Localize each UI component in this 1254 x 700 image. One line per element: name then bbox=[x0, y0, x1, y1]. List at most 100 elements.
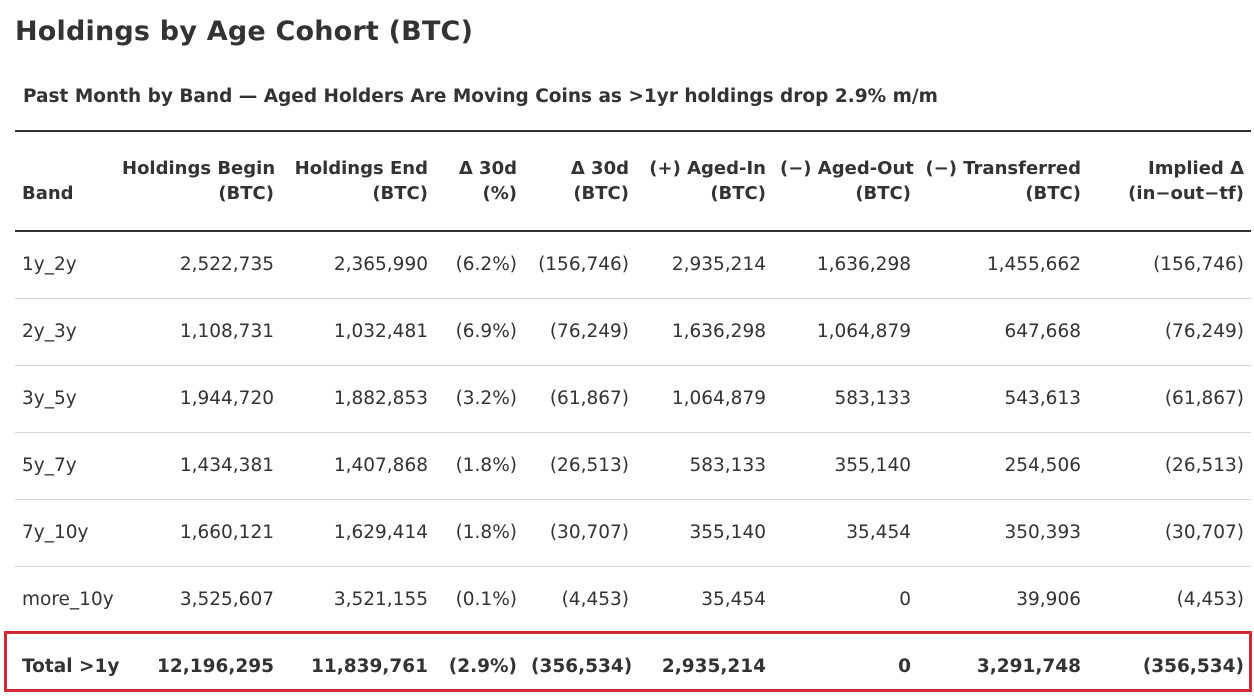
holdings-begin-cell: 3,525,607 bbox=[179, 589, 274, 611]
transferred-cell: 543,613 bbox=[1004, 388, 1081, 409]
table-row: 3y_5y 1,944,720 1,882,853 (3.2%) (61,867… bbox=[15, 365, 1251, 432]
aged-in-cell: 2,935,214 bbox=[671, 254, 766, 276]
table-row: 2y_3y 1,108,731 1,032,481 (6.9%) (76,249… bbox=[15, 298, 1251, 365]
delta-pct-cell: (1.8%) bbox=[455, 455, 517, 476]
column-header-delta-30d-pct: Δ 30d (%) bbox=[435, 131, 524, 231]
band-cell: 3y_5y bbox=[22, 388, 77, 409]
holdings-begin-cell: 1,108,731 bbox=[179, 321, 274, 342]
total-implied-delta-cell: (356,534) bbox=[1142, 656, 1244, 677]
band-cell: more_10y bbox=[22, 589, 114, 611]
delta-pct-cell: (1.8%) bbox=[455, 522, 517, 543]
total-transferred-cell: 3,291,748 bbox=[976, 656, 1081, 677]
total-aged-out-cell: 0 bbox=[898, 656, 911, 677]
delta-pct-cell: (3.2%) bbox=[455, 388, 517, 409]
aged-out-cell: 1,636,298 bbox=[816, 254, 911, 276]
column-header-holdings-end: Holdings End (BTC) bbox=[281, 131, 435, 231]
delta-pct-cell: (6.9%) bbox=[455, 321, 517, 342]
table-row: more_10y 3,525,607 3,521,155 (0.1%) (4,4… bbox=[15, 566, 1251, 633]
total-holdings-end-cell: 11,839,761 bbox=[310, 656, 428, 677]
holdings-begin-cell: 1,434,381 bbox=[179, 455, 274, 476]
delta-btc-cell: (61,867) bbox=[549, 388, 629, 409]
table-subtitle: Past Month by Band — Aged Holders Are Mo… bbox=[23, 86, 938, 107]
delta-btc-cell: (156,746) bbox=[538, 254, 629, 276]
header-line-2: (in−out−tf) bbox=[1128, 183, 1244, 204]
holdings-begin-cell: 1,660,121 bbox=[179, 522, 274, 543]
holdings-begin-cell: 2,522,735 bbox=[179, 254, 274, 276]
header-line-2: (%) bbox=[482, 183, 518, 204]
transferred-cell: 254,506 bbox=[1004, 455, 1081, 476]
column-header-band: Band bbox=[15, 131, 115, 231]
column-header-aged-in: (+) Aged-In (BTC) bbox=[636, 131, 773, 231]
delta-pct-cell: (0.1%) bbox=[455, 589, 517, 611]
header-line-2: (BTC) bbox=[1025, 183, 1081, 204]
delta-btc-cell: (76,249) bbox=[549, 321, 629, 342]
header-line-1: Holdings End bbox=[294, 158, 428, 179]
holdings-begin-cell: 1,944,720 bbox=[179, 388, 274, 409]
total-holdings-begin-cell: 12,196,295 bbox=[156, 656, 274, 677]
aged-out-cell: 0 bbox=[899, 589, 911, 611]
header-line-2: (BTC) bbox=[855, 183, 911, 204]
header-line-1: Δ 30d bbox=[570, 158, 629, 179]
implied-delta-cell: (30,707) bbox=[1164, 522, 1244, 543]
total-band-cell: Total >1y bbox=[22, 656, 120, 677]
table-row: 7y_10y 1,660,121 1,629,414 (1.8%) (30,70… bbox=[15, 499, 1251, 566]
implied-delta-cell: (26,513) bbox=[1164, 455, 1244, 476]
implied-delta-cell: (156,746) bbox=[1153, 254, 1244, 276]
header-line-1: (−) Transferred bbox=[925, 158, 1081, 179]
total-delta-btc-cell: (356,534) bbox=[531, 656, 633, 677]
table-header-row: Band Holdings Begin (BTC) Holdings End (… bbox=[15, 131, 1251, 231]
holdings-end-cell: 1,407,868 bbox=[333, 455, 428, 476]
page-title: Holdings by Age Cohort (BTC) bbox=[15, 16, 474, 47]
delta-btc-cell: (30,707) bbox=[549, 522, 629, 543]
band-cell: 7y_10y bbox=[22, 522, 89, 543]
column-header-transferred: (−) Transferred (BTC) bbox=[918, 131, 1088, 231]
band-cell: 5y_7y bbox=[22, 455, 77, 476]
header-line-1: Δ 30d bbox=[458, 158, 517, 179]
column-header-aged-out: (−) Aged-Out (BTC) bbox=[773, 131, 918, 231]
total-aged-in-cell: 2,935,214 bbox=[661, 656, 766, 677]
delta-btc-cell: (4,453) bbox=[561, 589, 629, 611]
total-delta-pct-cell: (2.9%) bbox=[448, 656, 517, 677]
holdings-end-cell: 1,032,481 bbox=[333, 321, 428, 342]
column-header-holdings-begin: Holdings Begin (BTC) bbox=[115, 131, 281, 231]
header-line-2: (BTC) bbox=[573, 183, 629, 204]
aged-out-cell: 355,140 bbox=[834, 455, 911, 476]
holdings-end-cell: 2,365,990 bbox=[333, 254, 428, 276]
implied-delta-cell: (61,867) bbox=[1164, 388, 1244, 409]
aged-in-cell: 355,140 bbox=[689, 522, 766, 543]
table-row: 5y_7y 1,434,381 1,407,868 (1.8%) (26,513… bbox=[15, 432, 1251, 499]
holdings-end-cell: 1,882,853 bbox=[333, 388, 428, 409]
holdings-table: Band Holdings Begin (BTC) Holdings End (… bbox=[15, 130, 1251, 700]
header-line-2: (BTC) bbox=[710, 183, 766, 204]
header-line-1: (−) Aged-Out bbox=[780, 158, 914, 179]
aged-in-cell: 1,636,298 bbox=[671, 321, 766, 342]
header-line-2: (BTC) bbox=[372, 183, 428, 204]
column-header-implied-delta: Implied Δ (in−out−tf) bbox=[1088, 131, 1251, 231]
header-line-1: Holdings Begin bbox=[122, 158, 276, 179]
header-line-2: Band bbox=[22, 183, 74, 204]
column-header-delta-30d-btc: Δ 30d (BTC) bbox=[524, 131, 636, 231]
aged-in-cell: 35,454 bbox=[701, 589, 766, 611]
holdings-end-cell: 3,521,155 bbox=[333, 589, 428, 611]
delta-pct-cell: (6.2%) bbox=[455, 254, 517, 276]
table-row: 1y_2y 2,522,735 2,365,990 (6.2%) (156,74… bbox=[15, 231, 1251, 298]
header-line-1: (+) Aged-In bbox=[649, 158, 766, 179]
header-line-1: Implied Δ bbox=[1148, 158, 1244, 179]
aged-out-cell: 583,133 bbox=[834, 388, 911, 409]
transferred-cell: 39,906 bbox=[1016, 589, 1081, 611]
aged-in-cell: 583,133 bbox=[689, 455, 766, 476]
band-cell: 2y_3y bbox=[22, 321, 77, 342]
implied-delta-cell: (76,249) bbox=[1164, 321, 1244, 342]
implied-delta-cell: (4,453) bbox=[1176, 589, 1244, 611]
header-line-2: (BTC) bbox=[218, 183, 274, 204]
aged-in-cell: 1,064,879 bbox=[671, 388, 766, 409]
transferred-cell: 350,393 bbox=[1004, 522, 1081, 543]
transferred-cell: 1,455,662 bbox=[986, 254, 1081, 276]
band-cell: 1y_2y bbox=[22, 254, 77, 276]
total-row: Total >1y 12,196,295 11,839,761 (2.9%) (… bbox=[15, 633, 1251, 700]
aged-out-cell: 1,064,879 bbox=[816, 321, 911, 342]
aged-out-cell: 35,454 bbox=[846, 522, 911, 543]
holdings-end-cell: 1,629,414 bbox=[333, 522, 428, 543]
transferred-cell: 647,668 bbox=[1004, 321, 1081, 342]
delta-btc-cell: (26,513) bbox=[549, 455, 629, 476]
